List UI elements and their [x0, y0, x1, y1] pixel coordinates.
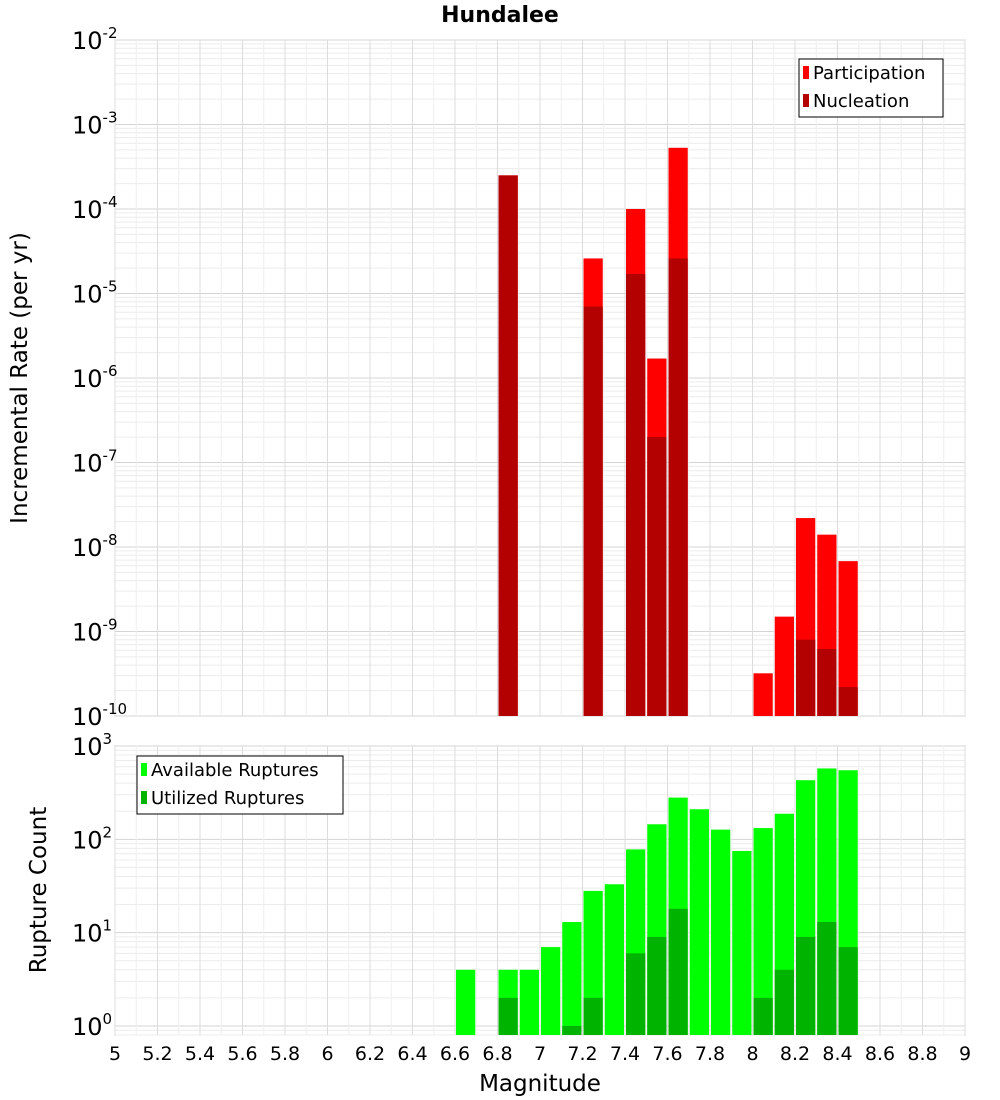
- top-bar-s2: [838, 687, 858, 716]
- top-bar-s1: [753, 673, 773, 716]
- bottom-bar-s2: [668, 908, 688, 1035]
- top-legend: Participation Nucleation: [798, 58, 944, 118]
- bottom-y-tick-label: 101: [72, 917, 112, 948]
- bottom-bar-s1: [732, 850, 752, 1035]
- legend-label-participation: Participation: [813, 63, 925, 84]
- top-y-axis-label: Incremental Rate (per yr): [7, 232, 33, 524]
- top-bar-s2: [668, 258, 688, 716]
- x-tick-label: 8.8: [907, 1043, 937, 1065]
- legend-label-available: Available Ruptures: [151, 760, 319, 781]
- bottom-bar-s2: [562, 1025, 582, 1035]
- x-tick-label: 6: [321, 1043, 333, 1065]
- bottom-bar-s2: [838, 947, 858, 1035]
- bottom-bar-s1: [541, 947, 561, 1035]
- bottom-bar-s1: [562, 922, 582, 1035]
- bottom-bar-s2: [796, 936, 816, 1035]
- bottom-bar-s2: [817, 922, 837, 1035]
- top-y-tick-label: 10-2: [72, 24, 118, 55]
- top-gridlines: [114, 39, 966, 717]
- x-tick-label: 5: [109, 1043, 121, 1065]
- x-tick-label: 9: [959, 1043, 971, 1065]
- top-bar-s1: [838, 561, 858, 716]
- x-tick-label: 8: [746, 1043, 758, 1065]
- legend-label-nucleation: Nucleation: [813, 91, 909, 112]
- top-bar-s2: [498, 175, 518, 716]
- legend-swatch-utilized: [141, 791, 147, 804]
- bottom-bar-s1: [689, 809, 709, 1035]
- top-y-tick-label: 10-3: [72, 109, 118, 140]
- top-y-tick-label: 10-4: [72, 193, 118, 224]
- top-bar-s1: [774, 616, 794, 716]
- x-tick-label: 8.2: [780, 1043, 810, 1065]
- top-bars: [498, 147, 858, 716]
- x-tick-label: 7: [534, 1043, 546, 1065]
- x-tick-label: 6.2: [355, 1043, 385, 1065]
- top-bar-s2: [647, 437, 667, 716]
- top-bar-s2: [817, 649, 837, 716]
- x-tick-label: 6.8: [482, 1043, 512, 1065]
- top-y-tick-label: 10-5: [72, 278, 118, 309]
- top-bar-s2: [796, 639, 816, 716]
- bottom-bar-s2: [626, 953, 646, 1035]
- bottom-bar-s2: [583, 997, 603, 1035]
- x-tick-label: 7.4: [610, 1043, 640, 1065]
- legend-swatch-available: [141, 763, 147, 776]
- bottom-y-tick-label: 103: [72, 730, 112, 761]
- bottom-panel: 103 102 101 100 5 5.2 5.4 5.6 5.8 6 6.2 6.4 6.6 6.8 7…: [26, 730, 971, 1097]
- top-y-tick-label: 10-10: [72, 700, 127, 731]
- x-tick-label: 5.6: [227, 1043, 257, 1065]
- legend-label-utilized: Utilized Ruptures: [151, 788, 304, 809]
- bottom-bar-s1: [711, 829, 731, 1035]
- x-tick-label: 7.8: [695, 1043, 725, 1065]
- legend-swatch-participation: [803, 66, 809, 79]
- x-tick-label: 5.2: [142, 1043, 172, 1065]
- bottom-y-tick-label: 100: [72, 1010, 112, 1041]
- bottom-bar-s1: [519, 969, 539, 1035]
- top-bar-s2: [583, 306, 603, 716]
- top-bar-s2: [626, 274, 646, 716]
- x-tick-label: 7.2: [567, 1043, 597, 1065]
- bottom-bar-s2: [774, 969, 794, 1035]
- bottom-bar-s2: [647, 936, 667, 1035]
- x-axis-label: Magnitude: [479, 1071, 601, 1097]
- bottom-y-tick-label: 102: [72, 823, 112, 854]
- bottom-y-axis-label: Rupture Count: [26, 807, 52, 973]
- bottom-bar-s2: [498, 997, 518, 1035]
- top-panel: 10-2 10-3 10-4 10-5 10-6 10-7 10-8 10-9 10-10 In…: [7, 24, 966, 731]
- top-y-ticks: 10-2 10-3 10-4 10-5 10-6 10-7 10-8 10-9 10-10: [72, 24, 127, 731]
- bottom-legend: Available Ruptures Utilized Ruptures: [136, 755, 344, 815]
- bottom-legend-box: [136, 755, 344, 815]
- x-tick-label: 5.4: [185, 1043, 215, 1065]
- x-tick-label: 5.8: [270, 1043, 300, 1065]
- bottom-bar-s1: [456, 969, 476, 1035]
- bottom-bar-s1: [604, 884, 624, 1035]
- x-tick-labels: 5 5.2 5.4 5.6 5.8 6 6.2 6.4 6.6 6.8 7 7.2 7.4 7.6 7.8 8…: [109, 1043, 971, 1065]
- legend-swatch-nucleation: [803, 94, 809, 107]
- bottom-bar-s2: [753, 997, 773, 1035]
- bottom-y-ticks: 103 102 101 100: [72, 730, 112, 1041]
- top-legend-box: [798, 58, 944, 118]
- top-y-tick-label: 10-8: [72, 531, 118, 562]
- x-tick-label: 8.6: [865, 1043, 895, 1065]
- top-y-tick-label: 10-6: [72, 362, 118, 393]
- top-y-tick-label: 10-7: [72, 447, 118, 478]
- chart-title: Hundalee: [441, 3, 559, 28]
- bottom-bars: [456, 768, 858, 1035]
- top-y-tick-label: 10-9: [72, 616, 118, 647]
- x-tick-label: 7.6: [652, 1043, 682, 1065]
- x-tick-label: 8.4: [822, 1043, 852, 1065]
- x-tick-label: 6.6: [440, 1043, 470, 1065]
- x-tick-label: 6.4: [397, 1043, 427, 1065]
- bottom-bar-s1: [753, 828, 773, 1035]
